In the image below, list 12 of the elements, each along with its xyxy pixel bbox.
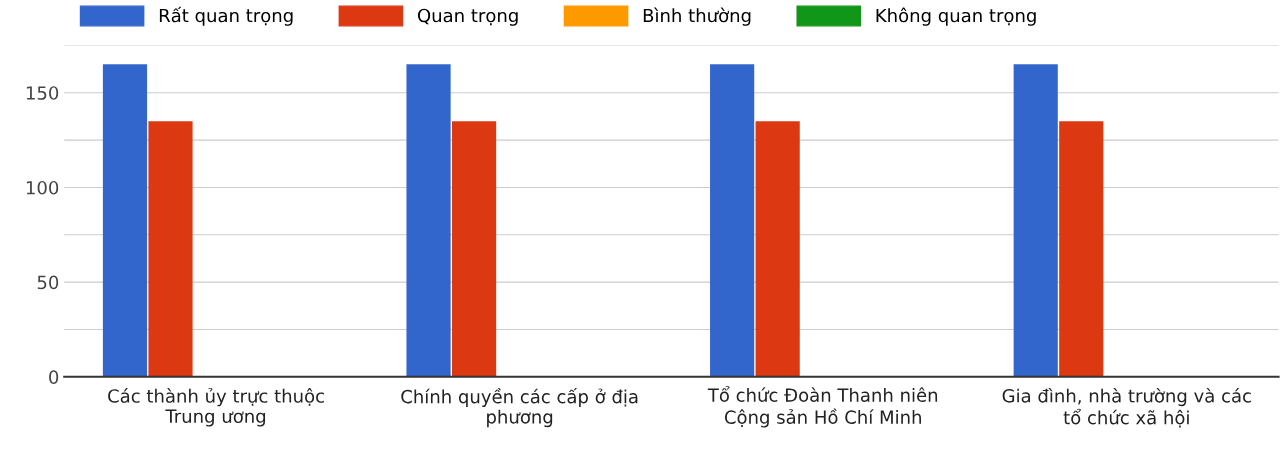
y-tick-label: 100 [26, 180, 59, 195]
legend-label: Bình thường [643, 7, 751, 26]
legend-label: Quan trọng [417, 8, 518, 26]
x-tick-label: Gia đình, nhà trường và các tổ chức xã hội [1002, 387, 1251, 428]
x-tick-label: Chính quyền các cấp ở địa phương [401, 387, 638, 428]
legend-label: Không quan trọng [876, 7, 1036, 26]
legend-label: Rất quan trọng [159, 6, 293, 26]
x-tick-label: Tổ chức Đoàn Thanh niên Cộng sản Hồ Chí Minh [707, 386, 938, 428]
x-tick-label: Các thành ủy trực thuộc Trung ương [108, 387, 324, 427]
y-tick-label: 150 [26, 86, 59, 100]
y-tick-label: 50 [37, 275, 59, 290]
y-tick-label: 0 [49, 370, 59, 384]
